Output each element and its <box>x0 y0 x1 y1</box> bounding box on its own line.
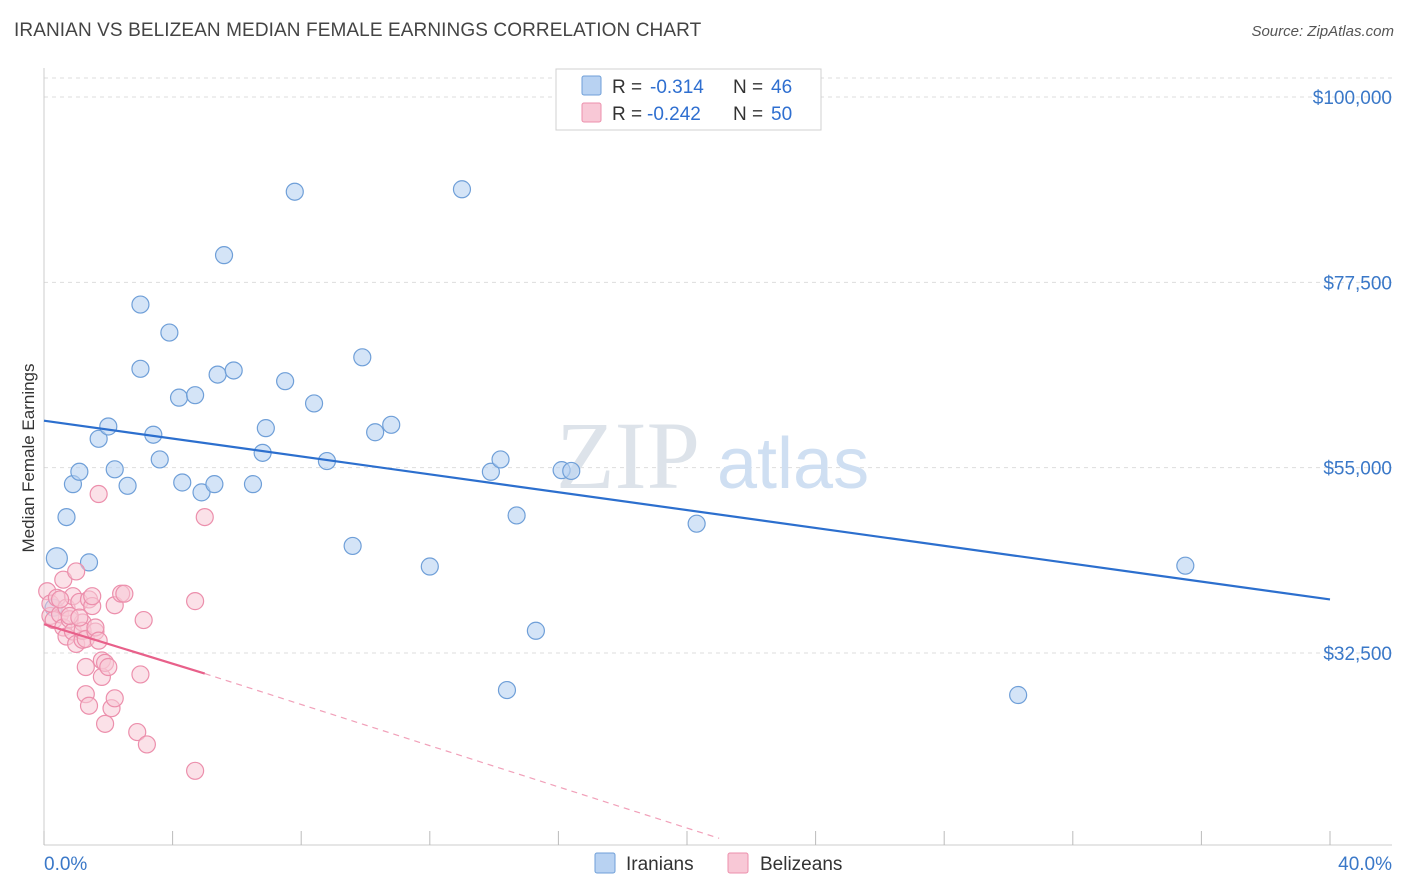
belizean-point <box>105 689 124 708</box>
iranian-point <box>366 423 385 442</box>
belizean-point <box>50 590 70 609</box>
iranians-trend-line <box>43 419 1331 601</box>
iranian-point <box>452 180 472 199</box>
belizeans-points <box>38 484 214 780</box>
bottom-legend-belizeans: Belizeans <box>760 854 842 875</box>
legend-belizeans-r-label: R = <box>612 104 642 125</box>
belizean-point <box>70 608 89 627</box>
belizean-point <box>79 696 99 715</box>
belizean-point <box>131 665 150 684</box>
legend-iranians-n-label: N = <box>733 77 763 98</box>
iranian-point <box>276 372 295 391</box>
iranian-point <box>99 417 118 436</box>
y-tick-label: $77,500 <box>1323 273 1392 294</box>
iranian-point <box>150 450 169 469</box>
watermark-atlas: atlas <box>717 424 869 504</box>
iranian-point <box>687 514 706 533</box>
bottom-legend-iranians: Iranians <box>626 854 694 875</box>
belizean-point <box>186 761 205 780</box>
bottom-legend: Iranians Belizeans <box>594 852 842 875</box>
iranian-point <box>105 460 124 479</box>
iranian-point <box>169 388 189 407</box>
iranian-point <box>343 536 362 556</box>
iranian-point <box>57 507 76 527</box>
y-tick-label: $100,000 <box>1313 88 1392 109</box>
watermark-zip: ZIP <box>556 402 700 509</box>
chart-title: IRANIAN VS BELIZEAN MEDIAN FEMALE EARNIN… <box>14 20 702 41</box>
iranian-point <box>70 462 89 481</box>
belizean-point <box>67 562 86 581</box>
belizean-point <box>137 735 156 754</box>
source-label: Source: ZipAtlas.com <box>1251 23 1394 40</box>
iranian-point <box>562 461 581 481</box>
iranian-point <box>526 621 545 640</box>
belizean-point <box>54 570 73 589</box>
iranian-point <box>131 359 150 378</box>
y-tick-labels: $100,000 $77,500 $55,000 $32,500 <box>1313 88 1392 665</box>
iranian-point <box>79 553 99 572</box>
iranian-point <box>192 483 211 502</box>
iranian-point <box>285 182 304 201</box>
iranian-point <box>118 476 137 495</box>
iranian-point <box>208 365 227 384</box>
legend-iranians-r-label: R = <box>612 77 642 98</box>
iranian-point <box>1009 685 1028 705</box>
bottom-legend-swatch-iranians <box>594 852 616 874</box>
legend-box: R = -0.314 N = 46 R = -0.242 N = 50 <box>555 68 822 131</box>
belizeans-trend-line <box>43 623 206 675</box>
legend-belizeans-n-label: N = <box>733 104 763 125</box>
legend-iranians-n-value: 46 <box>771 77 792 98</box>
iranian-point <box>243 475 263 494</box>
iranian-point <box>497 680 517 700</box>
belizean-point <box>115 584 134 603</box>
x-tick-label-max: 40.0% <box>1338 854 1392 875</box>
iranian-point <box>224 361 243 380</box>
iranian-point <box>173 473 192 492</box>
iranian-point <box>160 323 179 342</box>
bottom-legend-swatch-belizeans <box>727 852 749 874</box>
belizean-point <box>89 484 108 504</box>
iranian-point <box>353 348 372 367</box>
iranians-points <box>44 180 1195 705</box>
iranian-point <box>89 429 108 448</box>
iranian-point <box>304 394 324 413</box>
y-tick-label: $55,000 <box>1323 459 1392 480</box>
iranian-point <box>491 450 510 469</box>
iranian-point <box>481 462 500 481</box>
iranian-point <box>420 557 439 576</box>
legend-iranians-r-value: -0.314 <box>650 77 704 98</box>
legend-belizeans-r-value: -0.242 <box>647 104 701 125</box>
iranian-point <box>507 506 526 525</box>
belizean-point <box>186 592 205 611</box>
iranian-point <box>131 295 150 314</box>
belizean-point <box>195 507 214 527</box>
iranian-point <box>45 547 68 570</box>
iranian-point <box>382 415 401 434</box>
legend-swatch-belizeans <box>581 102 602 123</box>
iranian-point <box>205 475 224 494</box>
iranian-point <box>186 386 205 405</box>
belizean-point <box>134 610 153 630</box>
y-axis-label: Median Female Earnings <box>19 364 38 553</box>
belizeans-trend-extension <box>204 673 720 839</box>
iranian-point <box>214 246 234 265</box>
x-ticks <box>43 831 1331 845</box>
belizean-point <box>99 657 118 677</box>
y-tick-label: $32,500 <box>1323 644 1392 665</box>
x-tick-label-min: 0.0% <box>44 854 87 875</box>
belizean-point <box>95 714 115 733</box>
belizean-point <box>83 587 102 606</box>
trend-lines <box>43 419 1331 839</box>
belizean-point <box>76 657 95 677</box>
legend-swatch-iranians <box>581 75 602 96</box>
iranian-point <box>256 419 275 438</box>
belizean-point <box>128 722 147 742</box>
iranian-point <box>1176 556 1195 575</box>
legend-belizeans-n-value: 50 <box>771 104 792 125</box>
